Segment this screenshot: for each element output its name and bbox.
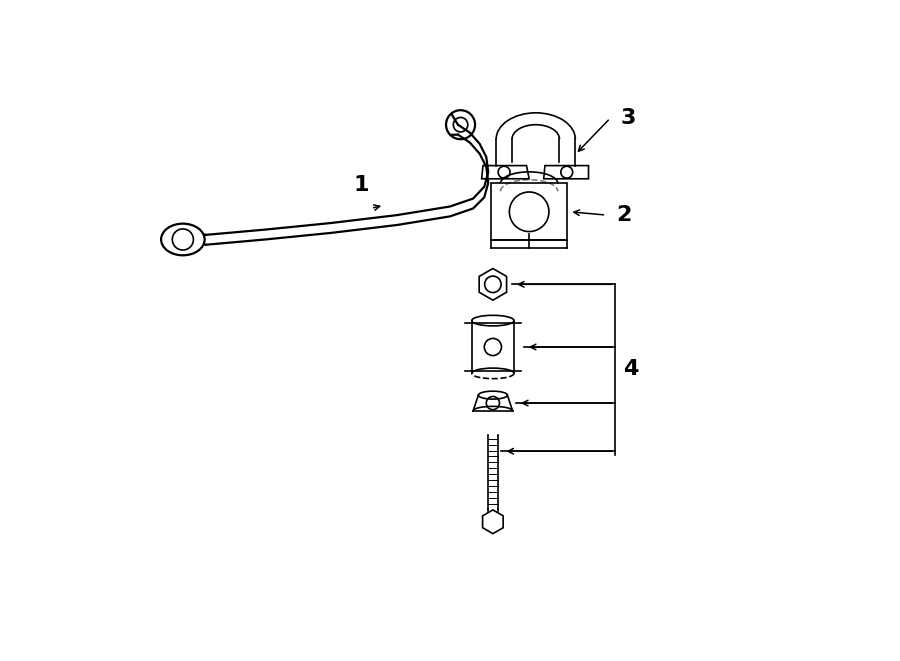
Text: 2: 2	[616, 205, 632, 225]
Text: 4: 4	[623, 359, 638, 379]
Text: 1: 1	[353, 175, 369, 196]
Text: 3: 3	[620, 108, 635, 128]
